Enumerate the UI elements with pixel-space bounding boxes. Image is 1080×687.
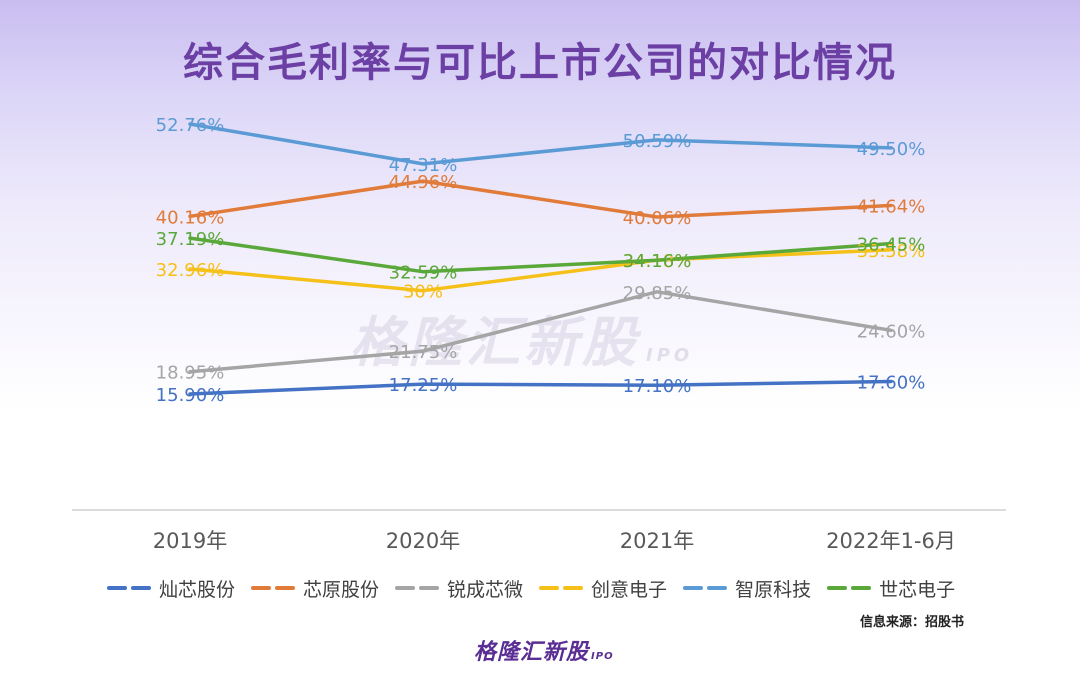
series-line-1 — [188, 179, 893, 219]
x-tick-label: 2020年 — [386, 529, 460, 553]
data-label: 50.59% — [623, 131, 692, 152]
legend-label: 世芯电子 — [879, 578, 956, 601]
series-line-0 — [188, 379, 893, 396]
legend-swatch — [249, 582, 297, 594]
data-label: 29.85% — [623, 283, 692, 304]
data-label: 36.45% — [857, 234, 926, 255]
brand-text: 格隆汇新股 — [474, 640, 590, 665]
legend-item: 世芯电子 — [825, 575, 955, 602]
legend-item: 锐成芯微 — [393, 575, 523, 602]
chart-legend: 灿芯股份 芯原股份 锐成芯微 创意电子 智原科技 世芯电子 — [105, 575, 955, 602]
data-label: 40.06% — [623, 208, 692, 229]
legend-item: 创意电子 — [537, 575, 667, 602]
x-tick-label: 2022年1-6月 — [826, 529, 956, 553]
data-label: 17.25% — [389, 375, 458, 396]
data-label: 24.60% — [857, 321, 926, 342]
data-label: 21.75% — [389, 342, 458, 363]
series-line-2 — [188, 290, 893, 374]
data-label: 49.50% — [857, 139, 926, 160]
series-line-4 — [188, 122, 893, 166]
series-line-3 — [188, 248, 893, 293]
legend-swatch — [537, 582, 585, 594]
legend-label: 创意电子 — [591, 578, 668, 601]
legend-swatch — [825, 582, 873, 594]
chart-title: 综合毛利率与可比上市公司的对比情况 — [183, 40, 897, 86]
data-label: 32.96% — [156, 260, 225, 281]
data-label: 32.59% — [389, 263, 458, 284]
data-label: 34.16% — [623, 251, 692, 272]
data-label: 30% — [403, 282, 443, 303]
data-label: 37.19% — [156, 229, 225, 250]
brand-sub: IPO — [591, 651, 614, 662]
data-label: 15.90% — [156, 385, 225, 406]
legend-swatch — [105, 582, 153, 594]
data-label: 18.95% — [156, 363, 225, 384]
brand-logo: 格隆汇新股 IPO — [474, 634, 614, 666]
legend-item: 灿芯股份 — [105, 575, 235, 602]
x-tick-label: 2021年 — [620, 529, 694, 553]
data-label: 47.31% — [389, 155, 458, 176]
data-label: 35.58% — [857, 241, 926, 262]
data-label: 52.76% — [156, 115, 225, 136]
x-tick-label: 2019年 — [153, 529, 227, 553]
series-line-5 — [188, 236, 893, 274]
legend-swatch — [393, 582, 441, 594]
legend-label: 锐成芯微 — [447, 578, 524, 601]
data-label: 40.16% — [156, 207, 225, 228]
legend-item: 芯原股份 — [249, 575, 379, 602]
legend-label: 智原科技 — [735, 578, 812, 601]
legend-item: 智原科技 — [681, 575, 811, 602]
data-label: 17.60% — [857, 373, 926, 394]
legend-label: 灿芯股份 — [159, 578, 236, 601]
legend-swatch — [681, 582, 729, 594]
data-label: 41.64% — [857, 196, 926, 217]
data-label: 34.18% — [623, 251, 692, 272]
data-label: 44.96% — [389, 172, 458, 193]
source-note: 信息来源：招股书 — [860, 615, 965, 630]
legend-label: 芯原股份 — [303, 578, 380, 601]
data-label: 17.10% — [623, 376, 692, 397]
